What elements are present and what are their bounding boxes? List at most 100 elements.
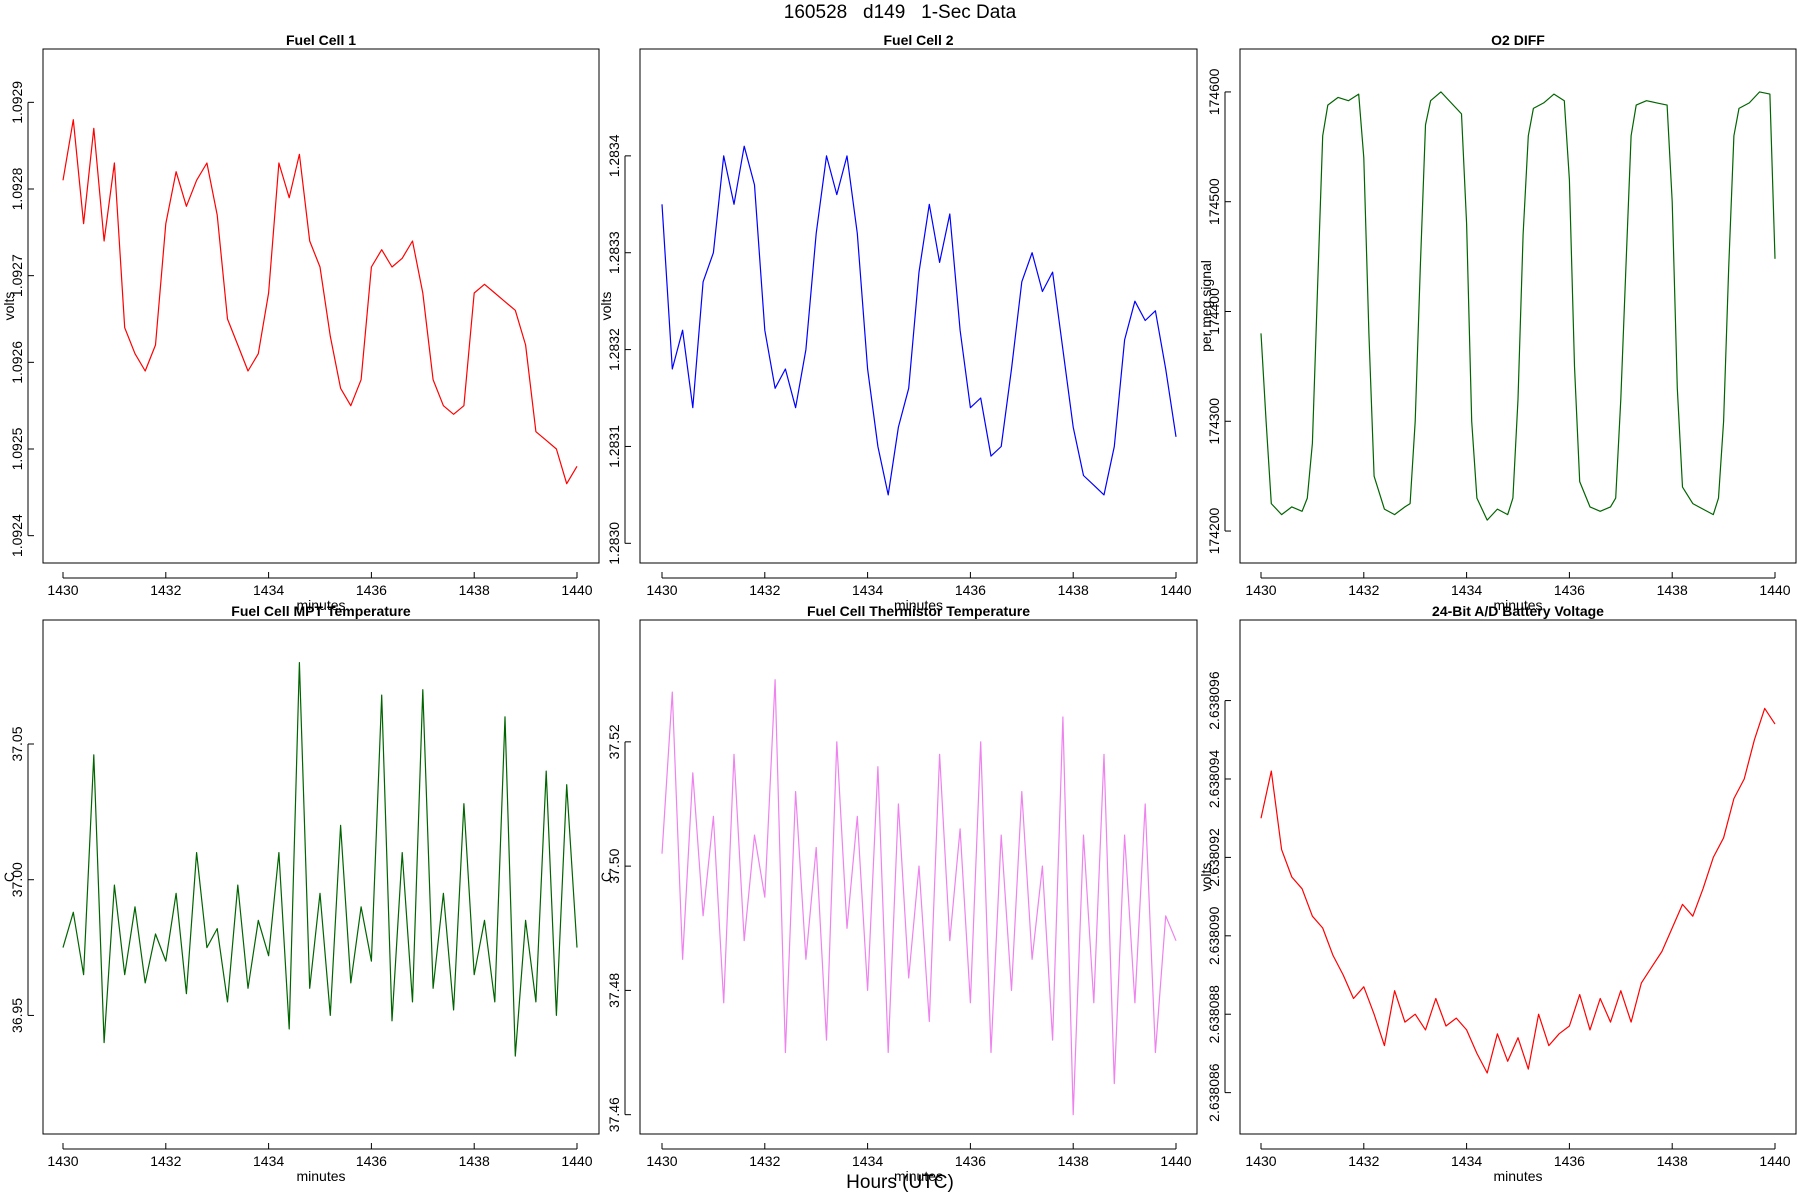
figure-xlabel: Hours (UTC) [846,1172,954,1193]
y-tick-label: 174600 [1206,68,1222,115]
series-line [661,679,1177,1116]
plot-frame [1239,619,1797,1135]
y-tick-label: 36.95 [9,998,25,1033]
y-axis-label: per meg signal [1198,260,1214,352]
y-tick-label: 174300 [1206,398,1222,445]
panel-title: Fuel Cell 1 [286,32,356,48]
y-tick-label: 1.2834 [606,134,622,177]
x-tick-label: 1438 [1058,582,1089,598]
x-tick-label: 1440 [561,1153,592,1169]
y-axis-label: volts [1198,863,1214,892]
x-tick-label: 1436 [356,582,387,598]
panel-title: O2 DIFF [1491,32,1545,48]
x-tick-label: 1438 [1058,1153,1089,1169]
panel-title: Fuel Cell MPT Temperature [231,603,411,619]
x-tick-label: 1430 [1245,582,1276,598]
panel-title: Fuel Cell Thermistor Temperature [807,603,1030,619]
panel-6: 24-Bit A/D Battery Voltage 1430 1432 1434 14… [1198,603,1797,1184]
x-tick-label: 1434 [852,1153,883,1169]
x-tick-label: 1436 [955,1153,986,1169]
panel-4: Fuel Cell MPT Temperature 1430 1432 1434 143… [1,603,600,1184]
x-tick-label: 1430 [646,582,677,598]
plot-frame [639,619,1198,1135]
y-tick-label: 2.638088 [1206,985,1222,1044]
x-tick-label: 1440 [1759,1153,1790,1169]
y-tick-label: 2.638086 [1206,1063,1222,1122]
x-axis-label: minutes [296,1168,345,1184]
plot-frame [42,619,600,1135]
x-tick-label: 1438 [459,1153,490,1169]
series-line [62,119,578,485]
x-tick-label: 1440 [561,582,592,598]
y-tick-label: 1.2832 [606,328,622,371]
x-tick-label: 1436 [1554,582,1585,598]
series-line [661,145,1177,496]
series-line [1260,707,1776,1074]
y-axis-label: C [598,872,614,882]
x-tick-label: 1430 [47,582,78,598]
x-tick-label: 1440 [1160,1153,1191,1169]
x-tick-label: 1432 [749,582,780,598]
x-tick-label: 1430 [1245,1153,1276,1169]
y-tick-label: 2.638090 [1206,906,1222,965]
x-tick-label: 1432 [150,582,181,598]
x-tick-label: 1434 [1451,1153,1482,1169]
y-tick-label: 37.52 [606,724,622,759]
series-line [62,661,578,1057]
x-tick-label: 1436 [1554,1153,1585,1169]
x-tick-label: 1432 [749,1153,780,1169]
x-axis-label: minutes [894,1168,943,1184]
x-tick-label: 1430 [646,1153,677,1169]
x-tick-label: 1438 [459,582,490,598]
y-tick-label: 1.0925 [9,427,25,470]
y-tick-label: 37.00 [9,862,25,897]
y-tick-label: 2.638096 [1206,671,1222,730]
x-tick-label: 1434 [852,582,883,598]
x-tick-label: 1440 [1160,582,1191,598]
y-tick-label: 1.0927 [9,254,25,297]
plot-frame [639,48,1198,564]
y-tick-label: 1.0926 [9,341,25,384]
x-tick-label: 1430 [47,1153,78,1169]
x-tick-label: 1438 [1657,582,1688,598]
y-tick-label: 1.0928 [9,167,25,210]
y-tick-label: 1.2830 [606,522,622,565]
x-tick-label: 1440 [1759,582,1790,598]
x-tick-label: 1434 [253,1153,284,1169]
x-axis-label: minutes [1493,1168,1542,1184]
y-tick-label: 174500 [1206,178,1222,225]
panel-title: Fuel Cell 2 [883,32,953,48]
y-axis-label: volts [598,292,614,321]
y-tick-label: 2.638092 [1206,828,1222,887]
plot-frame [1239,48,1797,564]
x-tick-label: 1436 [356,1153,387,1169]
y-tick-label: 37.05 [9,726,25,761]
x-axis-label: minutes [894,597,943,613]
y-tick-label: 37.48 [606,973,622,1008]
y-tick-label: 1.2833 [606,231,622,274]
x-tick-label: 1434 [1451,582,1482,598]
y-tick-label: 2.638094 [1206,750,1222,809]
y-axis-label: C [1,872,17,882]
x-tick-label: 1438 [1657,1153,1688,1169]
panel-2: Fuel Cell 2 1430 1432 1434 1436 1438 1440 minut… [598,32,1198,613]
y-tick-label: 1.0924 [9,514,25,557]
y-axis-label: volts [1,292,17,321]
x-tick-label: 1432 [150,1153,181,1169]
x-tick-label: 1432 [1348,582,1379,598]
y-tick-label: 37.46 [606,1097,622,1132]
x-tick-label: 1436 [955,582,986,598]
series-line [1260,91,1776,521]
y-tick-label: 174400 [1206,288,1222,335]
x-axis-label: minutes [296,597,345,613]
panel-3: O2 DIFF 1430 1432 1434 1436 1438 1440 minutes 17… [1198,32,1797,613]
plot-frame [42,48,600,564]
y-tick-label: 1.2831 [606,425,622,468]
panel-5: Fuel Cell Thermistor Temperature 1430 1432… [598,603,1198,1184]
figure-title: 160528 d149 1-Sec Data [783,2,1017,23]
y-tick-label: 37.50 [606,848,622,883]
y-tick-label: 1.0929 [9,81,25,124]
y-tick-label: 174200 [1206,507,1222,554]
